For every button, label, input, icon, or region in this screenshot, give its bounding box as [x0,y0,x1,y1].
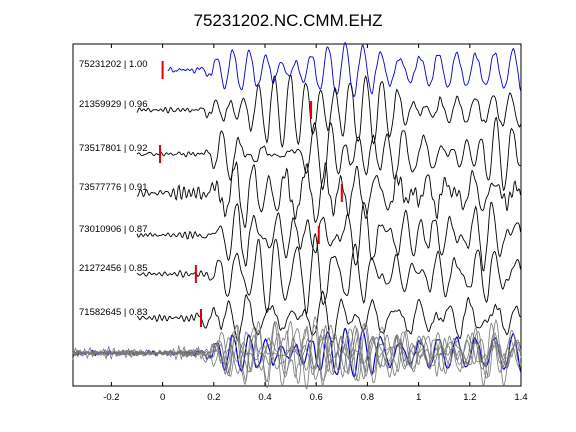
x-tick-label: 0.4 [258,392,271,403]
x-tick-label: 0.6 [310,392,323,403]
traces-group: 75231202 | 1.00 21359929 | 0.96 73517801 |… [79,41,522,343]
trace-label-7: 71582645 | 0.83 [79,307,148,318]
x-tick-label: 1 [416,392,421,403]
trace-line-2 [136,74,521,149]
trace-line-5 [136,201,521,272]
trace-line-6 [136,232,521,316]
trace-label-4: 73577776 | 0.91 [79,182,148,193]
trace-label-3: 73517801 | 0.92 [79,143,148,154]
chart-title: 75231202.NC.CMM.EHZ [194,11,383,30]
x-tick-label: 0.8 [361,392,374,403]
plot-frame [72,43,522,387]
trace-label-2: 21359929 | 0.96 [79,99,148,110]
trace-label-1: 75231202 | 1.00 [79,59,148,70]
trace-line-3 [136,116,521,192]
x-tick-label: 0 [160,392,165,403]
trace-line-4 [136,160,521,228]
stacked-overlay [72,316,522,390]
stack-line-4 [72,325,522,386]
x-axis: -0.2 0 0.2 0.4 0.6 0.8 1 1.2 1.4 [103,44,528,403]
x-tick-label: 1.4 [514,392,527,403]
x-tick-label: -0.2 [103,392,119,403]
trace-label-6: 21272456 | 0.85 [79,263,148,274]
x-tick-label: 1.2 [463,392,476,403]
trace-line-1 [167,41,522,98]
x-tick-label: 0.2 [207,392,220,403]
trace-label-5: 73010906 | 0.87 [79,224,148,235]
stack-line-7 [72,328,522,376]
